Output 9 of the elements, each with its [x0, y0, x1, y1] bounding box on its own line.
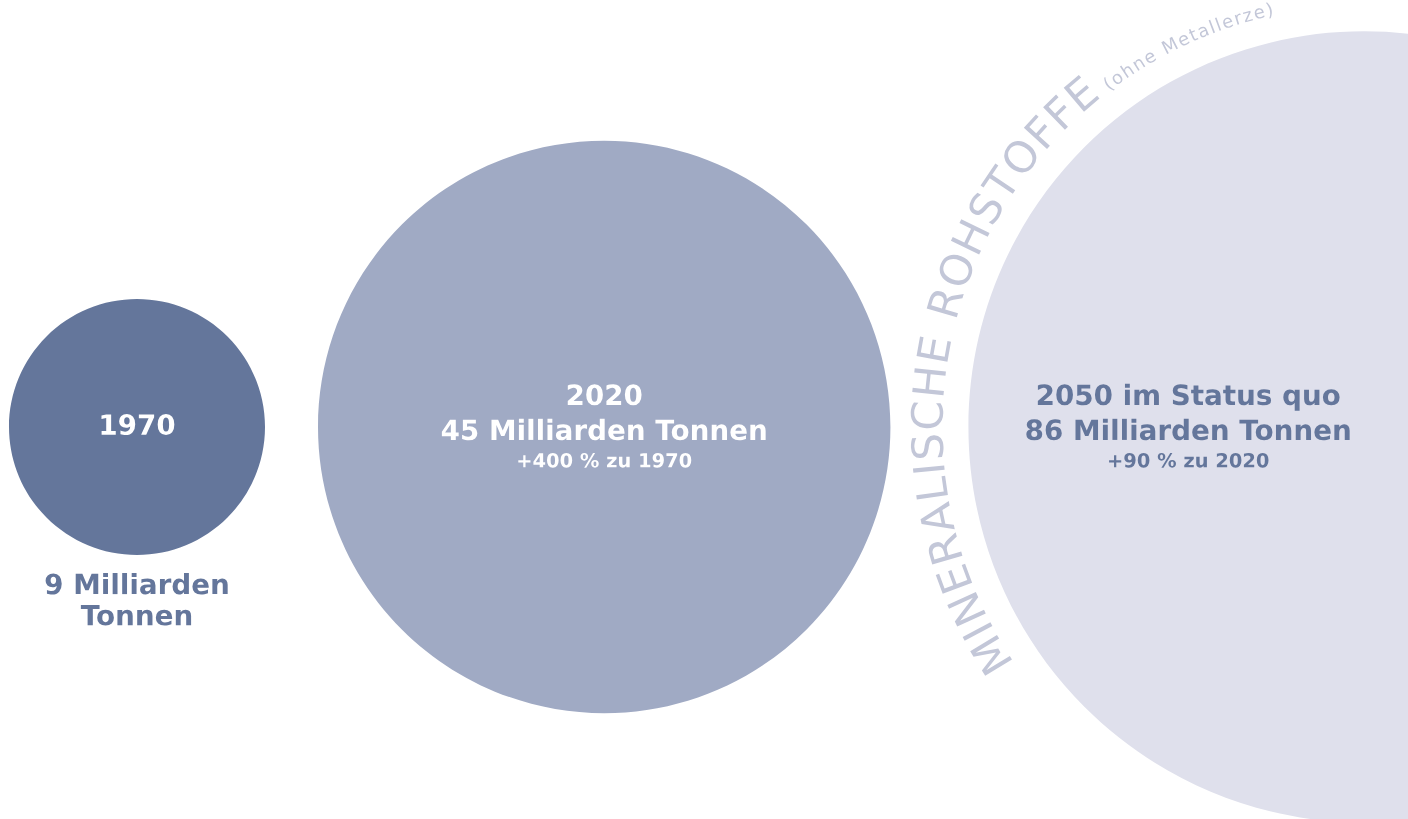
data-label: 45 Milliarden Tonnen — [441, 418, 766, 441]
data-label: 86 Milliarden Tonnen — [1026, 418, 1350, 441]
text: +400 % zu 1970 — [518, 452, 692, 468]
category-label: 2020 — [567, 384, 642, 406]
text: (ohne Metallerze) — [1102, 1, 1274, 93]
text: +90 % zu 2020 — [1109, 452, 1269, 468]
category-label: 1970 — [101, 414, 175, 436]
category-label: 2050 im Status quo — [1037, 383, 1340, 411]
data-label: 9 Milliarden Tonnen — [45, 573, 228, 626]
